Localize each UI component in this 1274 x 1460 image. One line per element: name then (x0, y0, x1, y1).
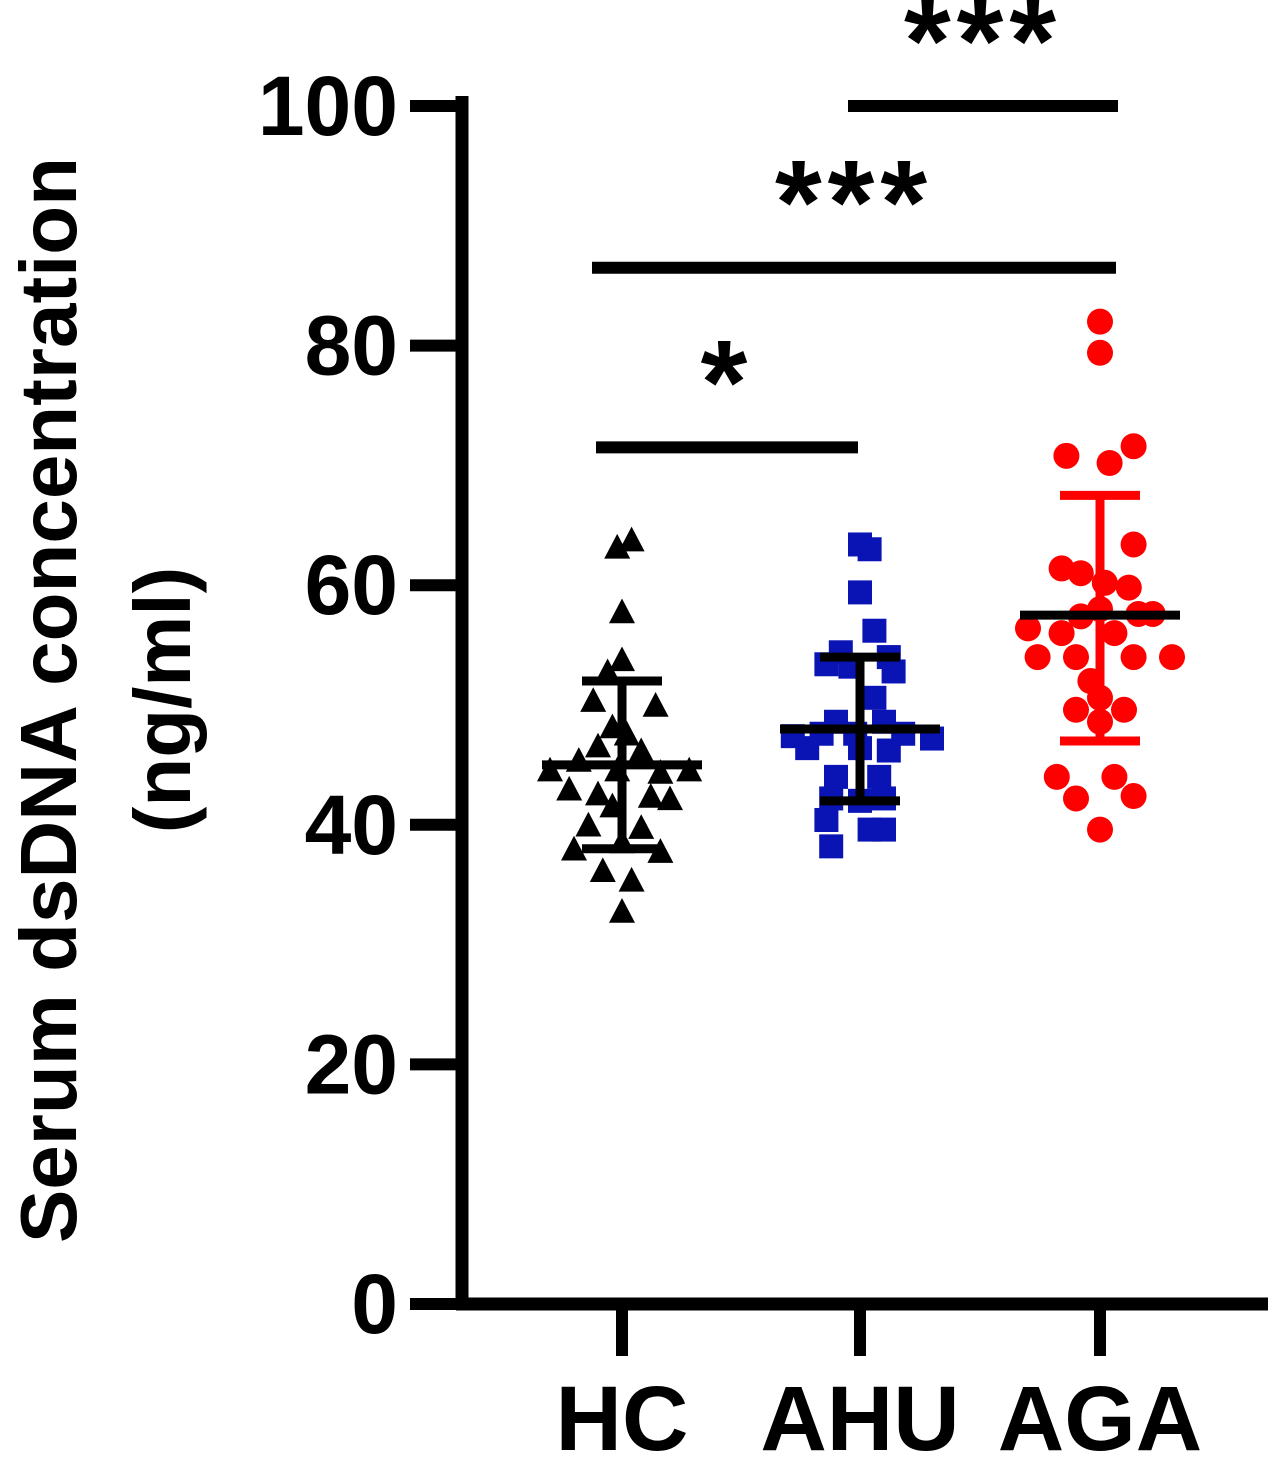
hc-point-19 (637, 783, 664, 808)
y-tick-label-100: 100 (258, 59, 398, 153)
significance-layer: ******* (592, 0, 1118, 454)
hc-point-11 (628, 737, 655, 763)
x-ticks-layer: HC AHU AGA (556, 1304, 1202, 1460)
aga-point-21 (1159, 644, 1185, 671)
y-axis-title-line1: Serum dsDNA concentration (4, 157, 93, 1243)
aga-point-4 (1053, 442, 1080, 469)
ahu-point-22 (867, 764, 892, 789)
aga-point-19 (1063, 644, 1089, 671)
y-tick-label-60: 60 (305, 538, 398, 632)
ahu-point-21 (824, 764, 848, 789)
ahu-point-9 (881, 659, 906, 684)
hc-point-3 (609, 598, 635, 624)
y-tick-label-0: 0 (351, 1257, 398, 1351)
hc-point-27 (589, 857, 616, 883)
aga-point-20 (1120, 644, 1147, 671)
aga-point-6 (1120, 531, 1147, 558)
aga-point-3 (1120, 433, 1147, 460)
hc-point-5 (609, 646, 635, 672)
aga-point-25 (1111, 696, 1137, 723)
significance-label-ahu-aga: *** (904, 0, 1062, 108)
ahu-point-18 (795, 736, 820, 761)
hc-point-23 (628, 814, 655, 839)
y-tick-label-20: 20 (305, 1017, 398, 1111)
y-tick-label-40: 40 (305, 778, 398, 872)
hc-point-22 (575, 811, 602, 837)
aga-point-2 (1087, 339, 1113, 366)
hc-point-1 (604, 533, 631, 559)
aga-point-18 (1024, 644, 1051, 671)
hc-point-24 (561, 835, 587, 861)
aga-point-28 (1101, 763, 1128, 790)
aga-point-16 (1048, 620, 1075, 647)
hc-point-28 (618, 866, 645, 892)
significance-label-hc-ahu: * (701, 315, 754, 449)
ahu-point-2 (857, 537, 882, 562)
aga-point-31 (1087, 816, 1113, 843)
hc-point-10 (585, 732, 611, 758)
aga-point-1 (1087, 308, 1113, 335)
hc-point-20 (657, 785, 683, 811)
hc-point-7 (642, 692, 669, 717)
ahu-point-26 (814, 808, 839, 833)
aga-point-10 (1115, 574, 1142, 601)
ahu-point-28 (872, 817, 896, 842)
aga-point-29 (1063, 785, 1089, 812)
hc-point-2 (618, 526, 645, 552)
aga-point-5 (1096, 450, 1123, 477)
x-tick-label-hc: HC (556, 1368, 689, 1460)
hc-point-17 (556, 775, 583, 801)
aga-point-27 (1043, 763, 1070, 790)
y-axis-title-line2: (ng/ml) (118, 567, 207, 834)
hc-point-18 (585, 780, 611, 806)
ahu-point-29 (819, 834, 844, 859)
x-tick-label-aga: AGA (998, 1368, 1202, 1460)
ahu-point-3 (848, 580, 872, 605)
error-bars-layer (542, 490, 1180, 854)
aga-point-17 (1101, 620, 1128, 647)
x-tick-label-ahu: AHU (760, 1368, 959, 1460)
y-tick-label-80: 80 (305, 299, 398, 393)
aga-point-30 (1120, 783, 1147, 810)
aga-point-24 (1063, 696, 1089, 723)
ahu-point-20 (876, 738, 901, 763)
y-ticks-layer: 0 20 40 60 80 100 (258, 59, 462, 1351)
aga-point-8 (1067, 560, 1094, 587)
hc-point-15 (647, 759, 674, 784)
aga-point-15 (1015, 615, 1041, 642)
significance-label-hc-aga: *** (775, 136, 933, 270)
hc-point-6 (580, 687, 607, 712)
ahu-point-10 (862, 685, 887, 710)
hc-point-29 (609, 898, 635, 923)
ahu-point-4 (862, 618, 887, 643)
